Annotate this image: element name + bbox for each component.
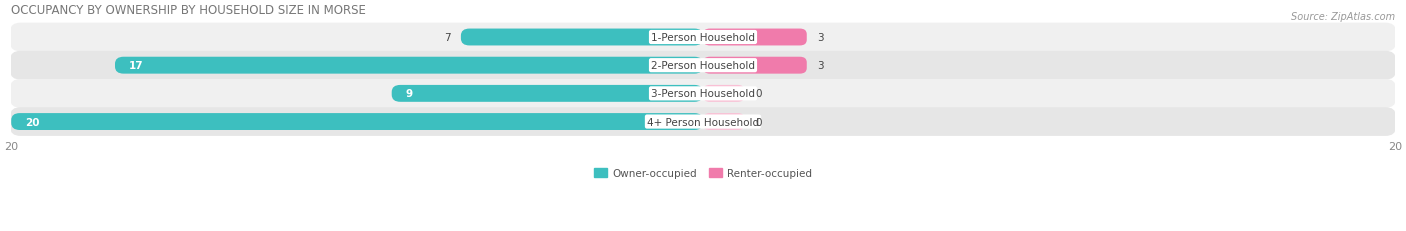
FancyBboxPatch shape [703,58,807,74]
Text: 3: 3 [817,33,824,43]
Legend: Owner-occupied, Renter-occupied: Owner-occupied, Renter-occupied [591,164,815,182]
FancyBboxPatch shape [10,80,1396,108]
FancyBboxPatch shape [10,108,1396,136]
Text: 9: 9 [405,89,413,99]
FancyBboxPatch shape [115,58,703,74]
FancyBboxPatch shape [10,52,1396,80]
Text: 3: 3 [817,61,824,71]
FancyBboxPatch shape [10,24,1396,52]
Text: 2-Person Household: 2-Person Household [651,61,755,71]
Text: 17: 17 [129,61,143,71]
Text: 3-Person Household: 3-Person Household [651,89,755,99]
FancyBboxPatch shape [703,29,807,46]
FancyBboxPatch shape [703,114,745,131]
Text: OCCUPANCY BY OWNERSHIP BY HOUSEHOLD SIZE IN MORSE: OCCUPANCY BY OWNERSHIP BY HOUSEHOLD SIZE… [11,4,366,17]
Text: 0: 0 [755,117,762,127]
FancyBboxPatch shape [703,85,745,102]
Text: 0: 0 [755,89,762,99]
Text: 4+ Person Household: 4+ Person Household [647,117,759,127]
FancyBboxPatch shape [11,114,703,131]
Text: 20: 20 [25,117,39,127]
Text: 7: 7 [444,33,450,43]
Text: 1-Person Household: 1-Person Household [651,33,755,43]
FancyBboxPatch shape [392,85,703,102]
FancyBboxPatch shape [461,29,703,46]
Text: Source: ZipAtlas.com: Source: ZipAtlas.com [1291,12,1395,21]
